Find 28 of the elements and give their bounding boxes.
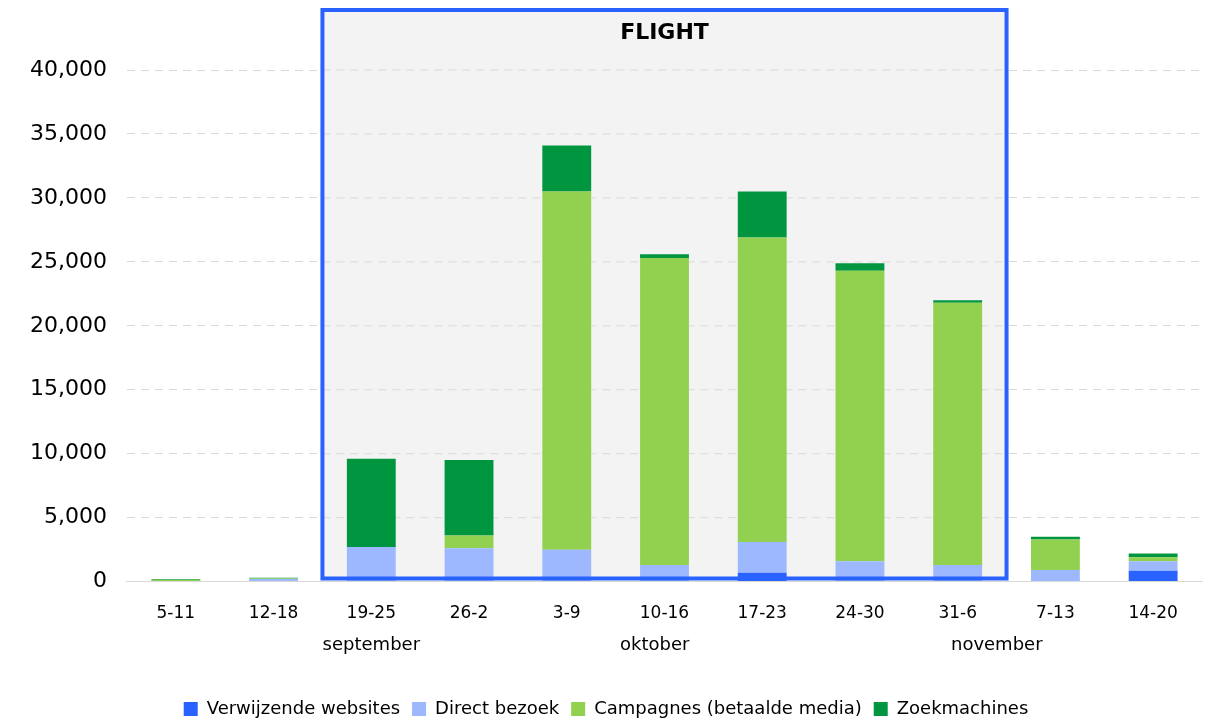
- y-tick-label: 25,000: [29, 247, 107, 273]
- x-tick-label: 31-6: [938, 602, 977, 623]
- legend-label: Verwijzende websites: [206, 696, 401, 718]
- x-tick-label: 14-20: [1128, 602, 1178, 623]
- y-tick-label: 5,000: [43, 503, 107, 529]
- text: november: [950, 633, 1044, 655]
- text: september: [322, 633, 421, 655]
- x-tick-label: 10-16: [639, 602, 690, 623]
- legend-label: Direct bezoek: [435, 696, 560, 718]
- x-tick-label: 24-30: [835, 602, 885, 623]
- y-tick-label: 35,000: [29, 119, 107, 145]
- x-tick-label: 5-11: [156, 602, 196, 623]
- y-tick-label: 10,000: [29, 439, 107, 465]
- y-tick-label: 30,000: [29, 183, 107, 209]
- legend-label: Zoekmachines: [896, 696, 1029, 718]
- y-tick-label: 0: [92, 567, 107, 593]
- y-tick-label: 40,000: [29, 55, 107, 81]
- text: oktober: [620, 633, 691, 655]
- x-tick-label: 19-25: [346, 602, 396, 623]
- y-tick-label: 20,000: [29, 311, 107, 337]
- x-tick-label: 3-9: [552, 602, 581, 623]
- x-tick-label: 7-13: [1036, 602, 1075, 623]
- y-tick-label: 15,000: [29, 375, 107, 401]
- x-tick-label: 12-18: [248, 602, 299, 623]
- band-label: FLIGHT: [620, 18, 709, 44]
- legend-label: Campagnes (betaalde media): [594, 696, 862, 718]
- x-tick-label: 17-23: [737, 602, 787, 623]
- x-tick-label: 26-2: [449, 602, 489, 623]
